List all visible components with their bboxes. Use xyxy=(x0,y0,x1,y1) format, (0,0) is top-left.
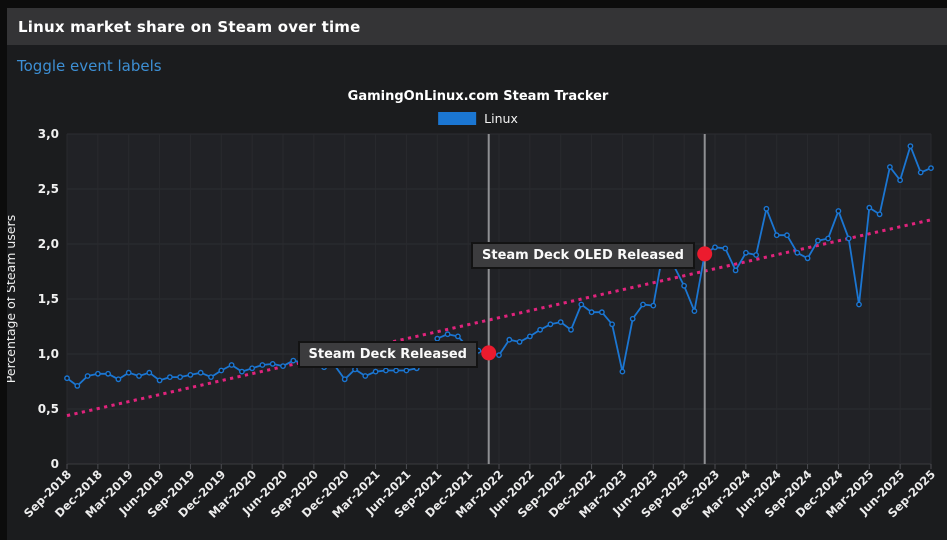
event-marker-dot xyxy=(697,246,713,262)
legend-label: Linux xyxy=(484,111,518,126)
svg-text:Percentage of Steam users: Percentage of Steam users xyxy=(7,215,18,383)
svg-text:1,0: 1,0 xyxy=(38,347,59,361)
header-bar: Linux market share on Steam over time xyxy=(7,8,947,45)
svg-text:0: 0 xyxy=(51,457,59,471)
svg-text:0,5: 0,5 xyxy=(38,402,59,416)
event-label-steam-deck: Steam Deck Released xyxy=(297,341,478,368)
legend-swatch xyxy=(438,112,477,125)
svg-text:2,0: 2,0 xyxy=(38,237,59,251)
svg-text:3,0: 3,0 xyxy=(38,127,59,141)
page-title: Linux market share on Steam over time xyxy=(18,17,361,36)
chart-title: GamingOnLinux.com Steam Tracker xyxy=(347,89,609,104)
svg-text:1,5: 1,5 xyxy=(38,292,59,306)
page-frame: Linux market share on Steam over time To… xyxy=(7,8,947,540)
legend-linux[interactable]: Linux xyxy=(438,111,518,126)
svg-text:2,5: 2,5 xyxy=(38,182,59,196)
trend-line xyxy=(66,218,932,418)
event-marker-dot xyxy=(481,345,497,361)
chart-canvas[interactable]: 00,51,01,52,02,53,0Sep-2018Dec-2018Mar-2… xyxy=(7,8,947,540)
event-label-steam-deck-oled: Steam Deck OLED Released xyxy=(471,242,695,269)
toggle-event-labels-link[interactable]: Toggle event labels xyxy=(17,57,162,75)
